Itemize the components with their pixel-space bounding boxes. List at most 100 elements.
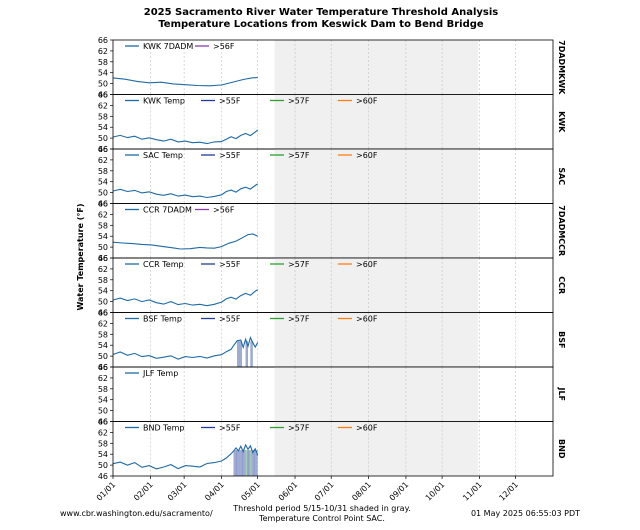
y-tick-label: 50 <box>98 243 108 252</box>
y-tick-label: 58 <box>98 221 108 230</box>
y-tick-label: 66 <box>98 91 108 100</box>
exceedance-bar <box>256 450 258 476</box>
legend-label: >60F <box>356 424 378 433</box>
y-tick-label: 58 <box>98 167 108 176</box>
y-tick-label: 50 <box>98 407 108 416</box>
y-tick-label: 46 <box>98 91 108 100</box>
temperature-line <box>112 233 258 250</box>
y-tick-label: 62 <box>98 156 108 165</box>
legend-label: >57F <box>288 315 310 324</box>
threshold-shading <box>274 149 479 204</box>
y-tick-label: 62 <box>98 319 108 328</box>
panel-7dadmkwk: 66 62 58 54 50 46 KWK 7DADM >56F 7DADMKWK <box>98 36 566 100</box>
exceedance-bar <box>234 450 236 476</box>
y-tick-label: 62 <box>98 428 108 437</box>
x-tick-label: 04/01 <box>203 480 226 503</box>
exceedance-bar <box>239 450 241 476</box>
y-tick-label: 58 <box>98 385 108 394</box>
y-tick-label: 66 <box>98 363 108 372</box>
y-tick-label: 46 <box>98 200 108 209</box>
exceedance-bar <box>251 450 253 476</box>
exceedance-bar <box>252 450 254 476</box>
y-tick-label: 54 <box>98 341 108 350</box>
x-tick-label: 08/01 <box>350 480 373 503</box>
legend-label: CCR 7DADM <box>143 206 192 215</box>
exceedance-bar <box>244 450 246 476</box>
footer-source-url: www.cbr.washington.edu/sacramento/ <box>60 509 213 518</box>
exceedance-bar <box>243 450 245 476</box>
x-tick-label: 09/01 <box>388 480 411 503</box>
station-label: BSF <box>557 331 566 348</box>
y-tick-label: 58 <box>98 58 108 67</box>
y-tick-label: 46 <box>98 254 108 263</box>
y-tick-label: 66 <box>98 36 108 45</box>
legend-label: >60F <box>356 315 378 324</box>
temperature-line <box>112 336 259 360</box>
panel-frame <box>112 421 554 477</box>
exceedance-bar <box>235 450 238 476</box>
exceedance-bar <box>233 450 235 476</box>
station-label: KWK <box>557 111 566 133</box>
legend-label: >60F <box>356 260 378 269</box>
footer-threshold-note: Threshold period 5/15-10/31 shaded in gr… <box>232 504 410 513</box>
y-tick-label: 54 <box>98 287 108 296</box>
legend-label: >55F <box>219 424 241 433</box>
x-tick-label: 03/01 <box>166 480 189 503</box>
y-tick-label: 50 <box>98 352 108 361</box>
y-tick-label: 66 <box>98 309 108 318</box>
exceedance-bar <box>238 341 240 367</box>
y-tick-label: 58 <box>98 439 108 448</box>
x-tick-label: 05/01 <box>239 480 262 503</box>
y-tick-label: 62 <box>98 101 108 110</box>
temperature-line <box>112 183 258 199</box>
threshold-shading <box>274 258 479 313</box>
y-tick-label: 54 <box>98 232 108 241</box>
station-label: BND <box>557 439 566 459</box>
legend-label: >60F <box>356 97 378 106</box>
exceedance-bar <box>245 450 247 476</box>
exceedance-bar <box>237 341 239 367</box>
exceedance-bar <box>241 450 244 476</box>
station-label: CCR <box>557 276 566 294</box>
x-tick-label: 01/01 <box>95 480 118 503</box>
y-tick-label: 54 <box>98 396 108 405</box>
exceedance-bar <box>251 341 253 367</box>
exceedance-bar <box>250 341 252 367</box>
legend-label: >57F <box>288 97 310 106</box>
temperature-line <box>112 129 259 145</box>
y-tick-label: 66 <box>98 145 108 154</box>
y-tick-label: 66 <box>98 200 108 209</box>
legend-label: KWK Temp <box>143 97 185 106</box>
station-label: 7DADMCCR <box>557 205 566 256</box>
y-axis-label: Water Temperature (°F) <box>76 203 85 310</box>
y-tick-label: 62 <box>98 374 108 383</box>
x-axis: 01/01 02/01 03/01 04/01 05/01 06/01 07/01 08/01… <box>95 476 520 503</box>
y-tick-label: 50 <box>98 134 108 143</box>
x-tick-label: 11/01 <box>461 480 484 503</box>
x-tick-label: 12/01 <box>497 480 520 503</box>
y-tick-label: 50 <box>98 461 108 470</box>
legend-label: >56F <box>213 206 235 215</box>
temperature-line <box>112 289 258 307</box>
footer-timestamp: 01 May 2025 06:55:03 PDT <box>471 509 580 518</box>
exceedance-bar <box>240 341 242 367</box>
y-tick-label: 54 <box>98 178 108 187</box>
legend-label: JLF Temp <box>142 369 178 378</box>
y-tick-label: 50 <box>98 298 108 307</box>
threshold-shading <box>274 312 479 367</box>
y-tick-label: 46 <box>98 472 108 481</box>
legend-label: >55F <box>219 260 241 269</box>
chart-subtitle: Temperature Locations from Keswick Dam t… <box>158 19 484 30</box>
station-label: 7DADMKWK <box>557 40 566 95</box>
exceedance-bar <box>245 341 247 367</box>
legend-label: >57F <box>288 424 310 433</box>
exceedance-bar <box>250 450 252 476</box>
exceedance-bar <box>246 450 248 476</box>
panel-jlf: 66 62 58 54 50 46 JLF Temp JLF <box>98 363 566 427</box>
y-tick-label: 54 <box>98 123 108 132</box>
